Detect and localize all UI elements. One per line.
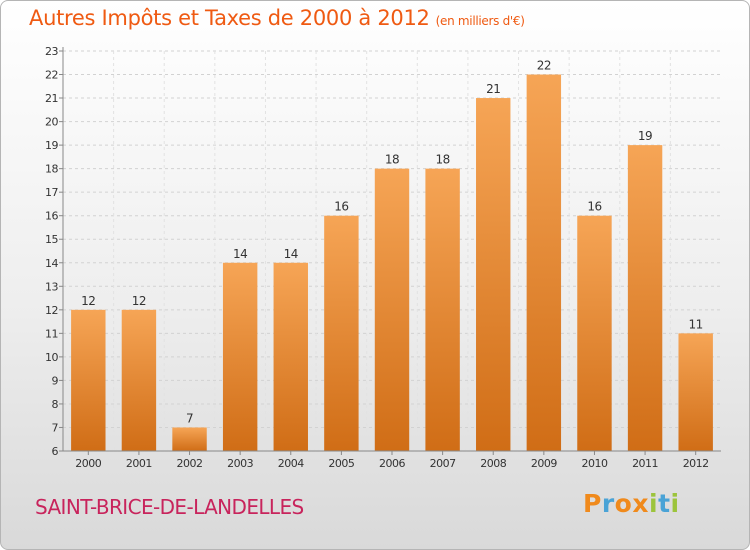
y-tick-label: 8 xyxy=(52,398,59,411)
bar-2007 xyxy=(425,168,460,451)
x-tick-label-2007: 2007 xyxy=(430,457,456,470)
x-tick-label-2011: 2011 xyxy=(632,457,658,470)
bar-2005 xyxy=(324,215,359,451)
data-label-2012: 11 xyxy=(689,317,703,331)
logo-letter: x xyxy=(632,489,649,518)
x-tick-label-2001: 2001 xyxy=(126,457,152,470)
axes: 6 7 8 9 10 11 12 13 14 15 16 17 18 19 20 21 22 23 2000 2001… xyxy=(45,45,721,470)
y-tick-label: 22 xyxy=(45,69,58,82)
data-label-2007: 18 xyxy=(435,153,449,167)
data-label-2006: 18 xyxy=(385,153,399,167)
y-tick-label: 16 xyxy=(45,210,58,223)
y-tick-label: 15 xyxy=(45,233,58,246)
bars: 12 12 7 14 14 16 18 18 21 22 16 19 11 xyxy=(71,59,713,451)
bar-2000 xyxy=(71,309,106,451)
data-label-2002: 7 xyxy=(186,411,193,425)
logo-letter: i xyxy=(649,489,659,518)
x-tick-label-2003: 2003 xyxy=(227,457,253,470)
y-tick-label: 23 xyxy=(45,45,58,58)
chart-title: Autres Impôts et Taxes de 2000 à 2012 (en… xyxy=(29,6,525,30)
data-label-2000: 12 xyxy=(81,294,95,308)
x-tick-label-2010: 2010 xyxy=(581,457,607,470)
y-tick-label: 13 xyxy=(45,280,58,293)
logo-letter: P xyxy=(583,489,602,518)
data-label-2011: 19 xyxy=(638,129,652,143)
bar-2009 xyxy=(526,74,562,451)
y-tick-label: 18 xyxy=(45,163,58,176)
y-tick-label: 7 xyxy=(52,421,59,434)
data-label-2008: 21 xyxy=(486,82,500,96)
logo-letter: o xyxy=(614,489,633,518)
bar-2012 xyxy=(678,333,713,451)
bar-2004 xyxy=(273,262,308,451)
x-tick-label-2012: 2012 xyxy=(683,457,709,470)
y-tick-label: 17 xyxy=(45,186,58,199)
chart-title-text: Autres Impôts et Taxes de 2000 à 2012 xyxy=(29,6,430,30)
x-tick-label-2005: 2005 xyxy=(328,457,354,470)
logo-letter: r xyxy=(601,489,615,518)
y-tick-label: 12 xyxy=(45,304,58,317)
proxiti-logo: Proxiti xyxy=(583,489,680,518)
y-tick-label: 14 xyxy=(45,257,58,270)
bar-2006 xyxy=(374,168,410,451)
data-label-2001: 12 xyxy=(132,294,146,308)
bar-2003 xyxy=(222,262,258,451)
logo-letter: t xyxy=(658,489,671,518)
x-tick-label-2002: 2002 xyxy=(177,457,203,470)
city-name: SAINT-BRICE-DE-LANDELLES xyxy=(35,495,304,519)
y-tick-label: 19 xyxy=(45,139,58,152)
x-tick-label-2004: 2004 xyxy=(278,457,304,470)
bar-2002 xyxy=(172,427,207,451)
y-tick-label: 20 xyxy=(45,116,58,129)
x-tick-label-2000: 2000 xyxy=(75,457,101,470)
x-tick-label-2006: 2006 xyxy=(379,457,405,470)
data-label-2009: 22 xyxy=(537,59,551,73)
bar-2011 xyxy=(627,145,663,451)
x-tick-label-2009: 2009 xyxy=(531,457,557,470)
x-tick-label-2008: 2008 xyxy=(480,457,506,470)
unit-note: (en milliers d'€) xyxy=(435,14,525,28)
data-label-2003: 14 xyxy=(233,247,247,261)
y-tick-label: 11 xyxy=(45,327,58,340)
data-label-2010: 16 xyxy=(587,200,601,214)
data-label-2005: 16 xyxy=(334,200,348,214)
data-label-2004: 14 xyxy=(284,247,298,261)
bar-2010 xyxy=(577,215,612,451)
bar-2001 xyxy=(121,309,157,451)
y-tick-label: 21 xyxy=(45,92,58,105)
y-tick-label: 6 xyxy=(52,445,59,458)
bar-2008 xyxy=(476,98,511,451)
y-tick-label: 9 xyxy=(52,374,59,387)
logo-letter: i xyxy=(670,489,680,518)
y-tick-label: 10 xyxy=(45,351,58,364)
